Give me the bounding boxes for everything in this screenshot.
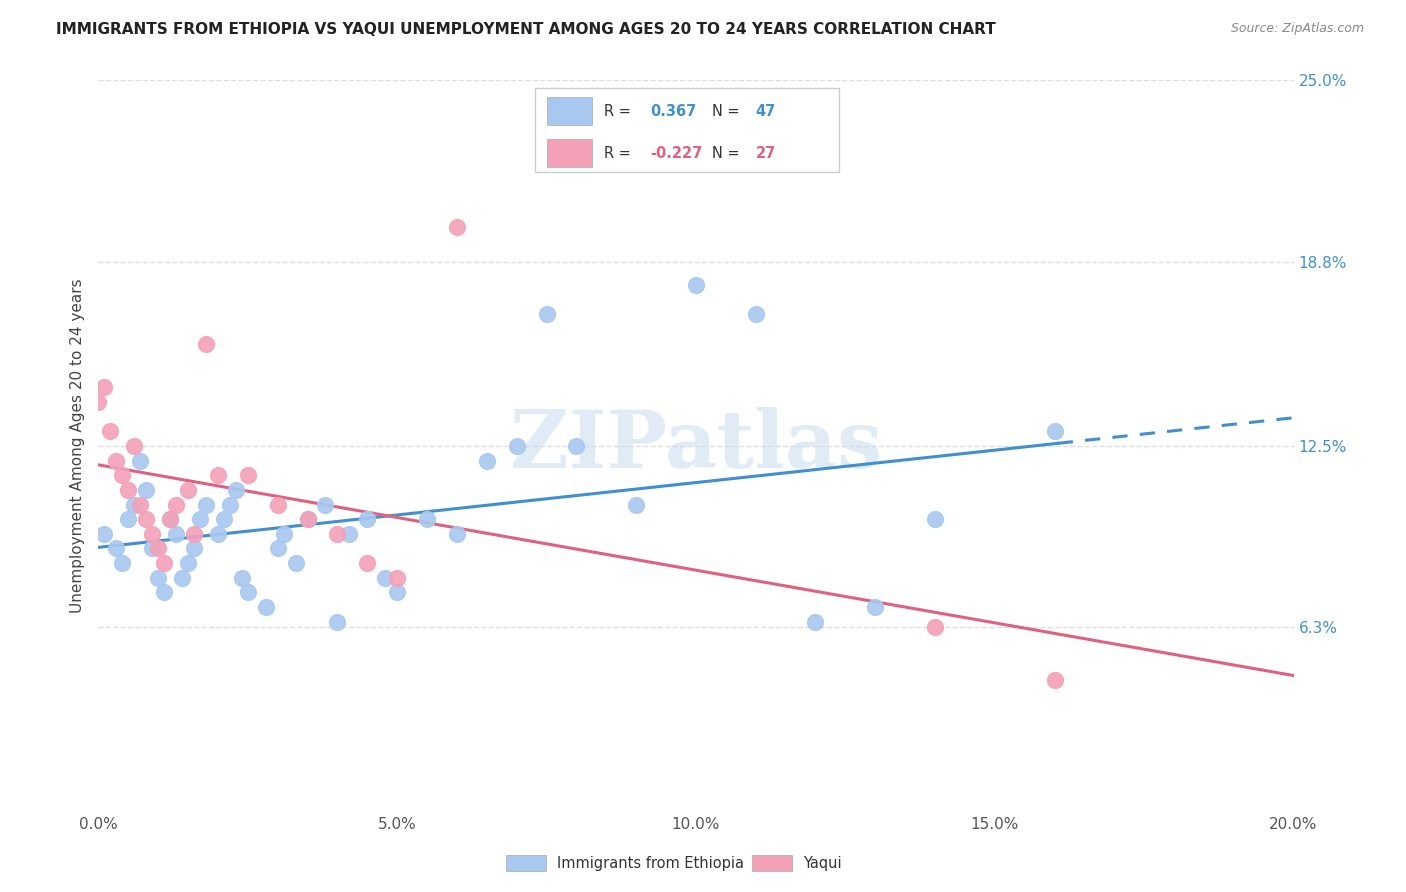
Point [446,526,468,541]
Point [267,541,290,556]
Point [195,336,218,351]
Point [153,585,176,599]
Point [124,439,146,453]
Text: N =: N = [711,145,744,161]
Point [356,512,378,526]
Point [105,453,128,467]
Text: IMMIGRANTS FROM ETHIOPIA VS YAQUI UNEMPLOYMENT AMONG AGES 20 TO 24 YEARS CORRELA: IMMIGRANTS FROM ETHIOPIA VS YAQUI UNEMPL… [56,22,995,37]
Point [475,453,498,467]
Point [159,512,181,526]
Point [326,526,349,541]
Point [356,556,378,570]
Point [254,599,277,614]
Point [183,526,205,541]
Text: 27: 27 [756,145,776,161]
FancyBboxPatch shape [547,139,592,167]
Point [159,512,181,526]
Point [1043,673,1066,687]
Point [111,468,134,483]
Text: Yaqui: Yaqui [803,856,841,871]
Point [117,483,139,497]
Point [93,380,115,394]
Point [416,512,439,526]
Point [236,468,259,483]
Point [207,526,229,541]
Point [565,439,588,453]
Point [135,483,157,497]
Point [685,278,707,293]
Point [129,498,152,512]
Point [326,615,349,629]
Point [745,307,768,321]
Point [225,483,247,497]
Point [297,512,319,526]
Point [129,453,152,467]
Text: R =: R = [605,103,636,119]
Point [339,526,361,541]
Point [385,571,409,585]
Point [804,615,827,629]
Point [148,541,170,556]
Point [105,541,128,556]
FancyBboxPatch shape [534,87,839,171]
Point [446,219,468,234]
Point [172,571,194,585]
Point [165,498,187,512]
Point [536,307,558,321]
Text: N =: N = [711,103,744,119]
Point [231,571,253,585]
Point [98,425,122,439]
Point [297,512,319,526]
FancyBboxPatch shape [547,97,592,125]
Point [236,585,259,599]
Point [177,483,200,497]
Point [124,498,146,512]
Point [506,439,529,453]
Point [207,468,229,483]
Point [374,571,396,585]
Point [135,512,157,526]
Point [267,498,290,512]
Point [1043,425,1066,439]
Y-axis label: Unemployment Among Ages 20 to 24 years: Unemployment Among Ages 20 to 24 years [69,278,84,614]
Point [315,498,337,512]
Point [141,526,163,541]
Point [165,526,187,541]
Text: R =: R = [605,145,636,161]
Text: Source: ZipAtlas.com: Source: ZipAtlas.com [1230,22,1364,36]
Point [195,498,218,512]
Point [284,556,307,570]
Point [93,526,115,541]
Point [924,512,946,526]
Point [87,395,110,409]
Text: ZIPatlas: ZIPatlas [510,407,882,485]
Point [626,498,648,512]
Point [924,620,946,634]
Point [385,585,409,599]
Text: Immigrants from Ethiopia: Immigrants from Ethiopia [557,856,744,871]
Point [153,556,176,570]
Point [188,512,211,526]
Text: 47: 47 [756,103,776,119]
Point [117,512,139,526]
Point [273,526,295,541]
Point [865,599,887,614]
Point [212,512,235,526]
Text: 0.367: 0.367 [651,103,697,119]
Text: -0.227: -0.227 [651,145,703,161]
Point [177,556,200,570]
Point [183,541,205,556]
Point [148,571,170,585]
Point [219,498,242,512]
Point [141,541,163,556]
Point [111,556,134,570]
